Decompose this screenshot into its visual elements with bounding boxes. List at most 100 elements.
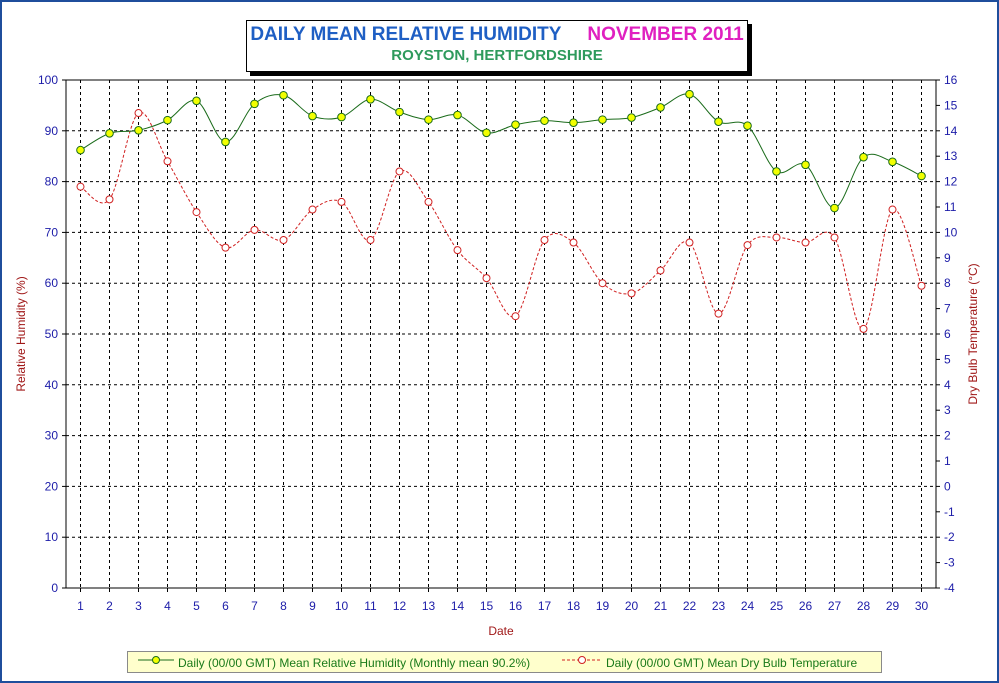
chart-title: DAILY MEAN RELATIVE HUMIDITY NOVEMBER 201…: [247, 24, 747, 46]
grid-layer: [65, 79, 937, 589]
y2-tick-label: 9: [944, 251, 951, 265]
y2-tick-label: 13: [944, 149, 958, 163]
y-tick-label: 100: [38, 73, 58, 87]
y-tick-label: 40: [45, 378, 59, 392]
y-tick-label: 30: [45, 429, 59, 443]
temperature-point: [482, 274, 491, 283]
temperature-point: [337, 197, 346, 206]
humidity-point: [250, 99, 259, 109]
x-tick-label: 27: [828, 599, 842, 613]
x-tick-label: 23: [712, 599, 726, 613]
x-tick-label: 28: [857, 599, 871, 613]
y2-tick-label: 1: [944, 454, 951, 468]
temperature-point: [163, 157, 172, 166]
temperature-point: [888, 205, 897, 214]
temperature-point: [76, 182, 85, 191]
temperature-point: [714, 309, 723, 318]
x-tick-label: 17: [538, 599, 552, 613]
x-tick-label: 8: [280, 599, 287, 613]
x-tick-label: 3: [135, 599, 142, 613]
temperature-point: [859, 324, 868, 333]
humidity-point: [888, 157, 897, 167]
temperature-point: [453, 246, 462, 255]
temperature-point: [627, 289, 636, 298]
humidity-point: [337, 112, 346, 122]
y2-tick-label: 7: [944, 302, 951, 316]
x-tick-label: 2: [106, 599, 113, 613]
temperature-point: [743, 241, 752, 250]
temperature-point: [656, 266, 665, 275]
humidity-point: [540, 116, 549, 125]
temperature-point: [366, 236, 375, 245]
humidity-point: [598, 115, 607, 124]
humidity-point: [714, 117, 723, 126]
temperature-point: [250, 225, 259, 234]
humidity-point: [163, 115, 172, 125]
humidity-point: [76, 145, 85, 155]
x-tick-label: 11: [364, 599, 377, 613]
temperature-point: [134, 109, 143, 118]
legend: Daily (00/00 GMT) Mean Relative Humidity…: [127, 651, 882, 673]
temperature-point: [801, 238, 810, 247]
humidity-point: [134, 125, 143, 135]
humidity-point: [221, 137, 230, 147]
temperature-point: [221, 243, 230, 252]
x-tick-label: 12: [393, 599, 407, 613]
y2-tick-label: 4: [944, 378, 951, 392]
y2-tick-label: 11: [944, 200, 957, 214]
x-tick-label: 4: [164, 599, 171, 613]
humidity-point: [685, 89, 694, 99]
legend-temperature-swatch: [562, 656, 602, 664]
y2-tick-label: 14: [944, 124, 958, 138]
y2-tick-label: 6: [944, 327, 951, 341]
x-tick-label: 20: [625, 599, 639, 613]
title-main: DAILY MEAN RELATIVE HUMIDITY: [250, 24, 562, 45]
temperature-point: [279, 236, 288, 245]
temperature-point: [395, 167, 404, 176]
y2-axis-title: Dry Bulb Temperature (°C): [966, 263, 980, 404]
humidity-point: [279, 90, 288, 100]
y2-tick-label: 16: [944, 73, 958, 87]
humidity-series-line: [80, 93, 922, 209]
x-tick-label: 6: [222, 599, 229, 613]
temperature-point: [540, 236, 549, 245]
humidity-point: [569, 118, 578, 127]
temperature-point: [685, 238, 694, 247]
humidity-point: [830, 203, 839, 213]
temperature-point: [917, 281, 926, 290]
x-tick-label: 24: [741, 599, 755, 613]
humidity-point: [308, 111, 317, 121]
temperature-point: [830, 233, 839, 242]
temperature-point: [772, 233, 781, 242]
humidity-point: [917, 171, 926, 181]
humidity-point: [482, 128, 491, 138]
y2-tick-label: -4: [944, 581, 955, 595]
temperature-point: [598, 279, 607, 288]
legend-humidity-label: Daily (00/00 GMT) Mean Relative Humidity…: [178, 656, 531, 670]
x-tick-label: 18: [567, 599, 581, 613]
tick-layer: 0102030405060708090100-4-3-2-10123456789…: [38, 73, 958, 613]
y2-tick-label: 10: [944, 225, 958, 239]
y-tick-label: 70: [45, 225, 59, 239]
humidity-point: [366, 95, 375, 104]
y2-tick-label: -1: [944, 505, 955, 519]
y-tick-label: 50: [45, 327, 59, 341]
humidity-point: [511, 120, 520, 130]
x-tick-label: 9: [309, 599, 316, 613]
y2-tick-label: 5: [944, 352, 951, 366]
humidity-point: [627, 113, 636, 122]
y-tick-label: 20: [45, 479, 59, 493]
x-tick-label: 29: [886, 599, 900, 613]
humidity-point: [192, 96, 201, 106]
x-tick-label: 25: [770, 599, 784, 613]
y2-tick-label: 0: [944, 479, 951, 493]
y2-tick-label: 2: [944, 429, 951, 443]
y-axis-title: Relative Humidity (%): [14, 276, 28, 391]
humidity-point: [656, 103, 665, 112]
legend-temperature-label: Daily (00/00 GMT) Mean Dry Bulb Temperat…: [606, 656, 858, 670]
x-tick-label: 15: [480, 599, 494, 613]
legend-humidity-swatch: [138, 656, 174, 664]
x-tick-label: 5: [193, 599, 200, 613]
x-tick-label: 7: [251, 599, 258, 613]
